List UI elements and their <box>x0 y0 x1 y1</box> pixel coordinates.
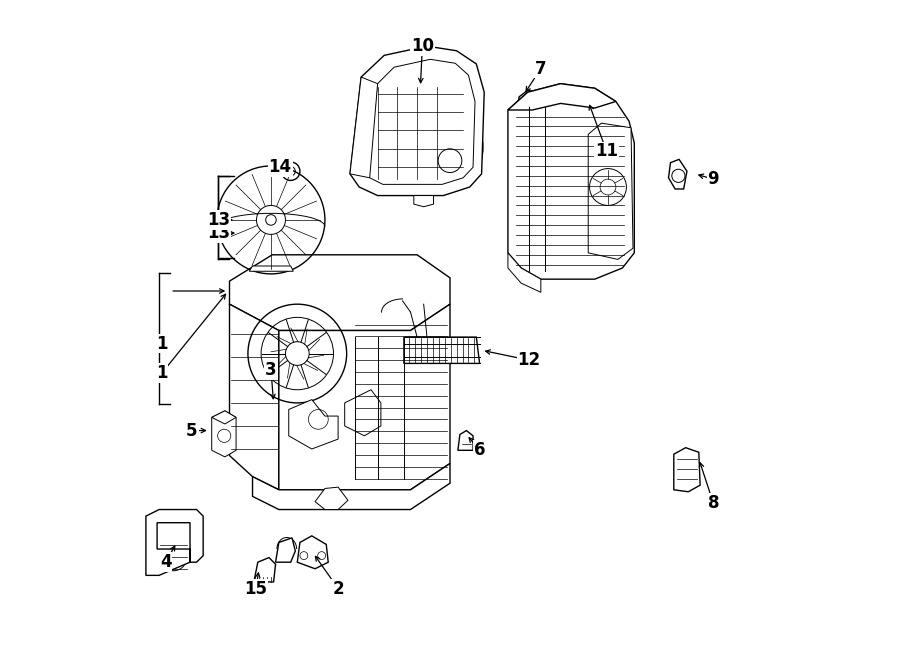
Polygon shape <box>254 558 275 582</box>
Text: 7: 7 <box>535 59 546 77</box>
Polygon shape <box>275 538 295 563</box>
Polygon shape <box>315 487 348 510</box>
Polygon shape <box>279 304 450 490</box>
Polygon shape <box>368 59 475 184</box>
Text: 5: 5 <box>186 422 198 440</box>
Text: 9: 9 <box>707 170 719 188</box>
Polygon shape <box>230 254 450 330</box>
Polygon shape <box>589 123 633 259</box>
Polygon shape <box>516 91 541 125</box>
Text: 6: 6 <box>474 442 485 459</box>
Polygon shape <box>350 46 484 196</box>
Polygon shape <box>230 304 279 490</box>
Polygon shape <box>508 84 634 279</box>
Polygon shape <box>669 159 687 189</box>
Text: 11: 11 <box>595 143 618 161</box>
Polygon shape <box>212 410 236 424</box>
Text: 12: 12 <box>518 351 541 369</box>
Text: 13: 13 <box>207 211 230 229</box>
Polygon shape <box>414 196 434 207</box>
Polygon shape <box>212 410 236 457</box>
Polygon shape <box>508 84 616 110</box>
Polygon shape <box>253 463 450 510</box>
Polygon shape <box>674 447 700 492</box>
Polygon shape <box>146 510 203 575</box>
Text: 1: 1 <box>156 364 167 382</box>
Polygon shape <box>249 266 293 271</box>
Text: 2: 2 <box>332 580 344 598</box>
Text: 4: 4 <box>160 553 172 571</box>
Polygon shape <box>297 536 328 568</box>
Polygon shape <box>345 390 381 436</box>
Polygon shape <box>404 337 480 364</box>
Text: 3: 3 <box>266 361 277 379</box>
Text: 15: 15 <box>244 580 267 598</box>
Polygon shape <box>458 430 473 450</box>
Text: 8: 8 <box>707 494 719 512</box>
Text: 1: 1 <box>156 334 167 353</box>
Text: 13: 13 <box>207 224 230 242</box>
Polygon shape <box>350 77 378 178</box>
Text: 10: 10 <box>411 37 434 55</box>
Polygon shape <box>289 400 338 449</box>
Polygon shape <box>508 253 541 292</box>
Text: 14: 14 <box>268 158 292 176</box>
